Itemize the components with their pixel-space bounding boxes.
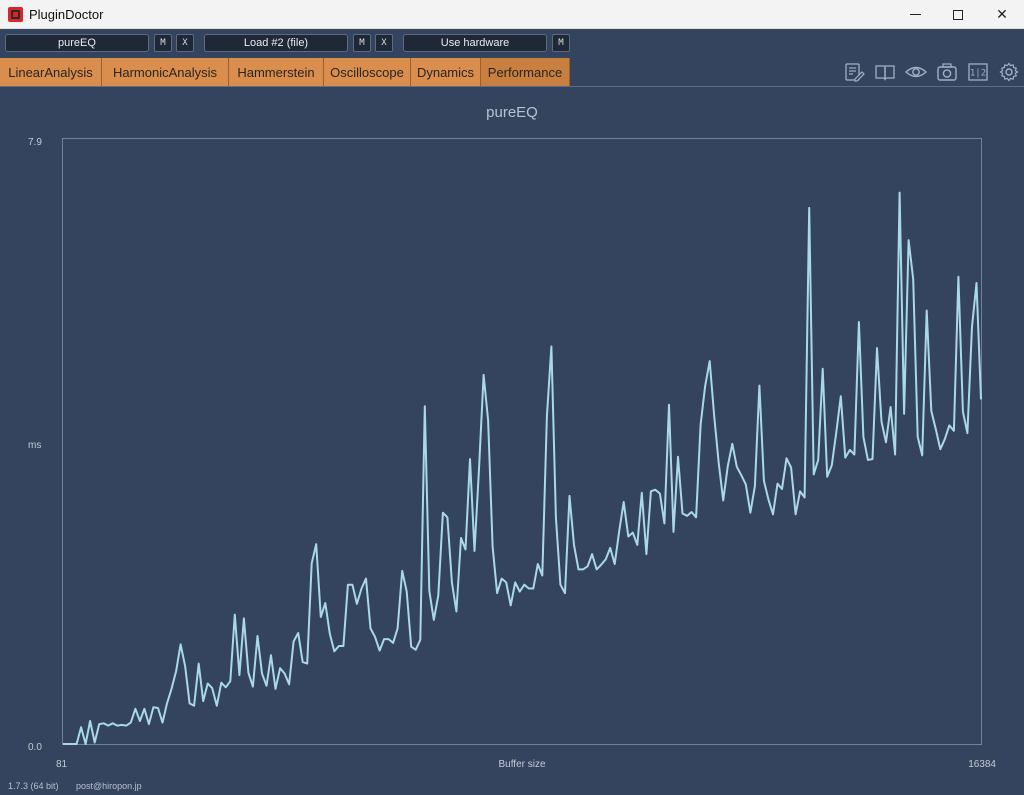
y-axis-max-tick: 7.9 bbox=[28, 137, 42, 148]
minimize-icon bbox=[909, 14, 921, 15]
tab-dynamics[interactable]: Dynamics bbox=[411, 58, 481, 87]
window-title: PluginDoctor bbox=[29, 7, 104, 22]
performance-chart: 7.9 ms 0.0 81 Buffer size 16384 bbox=[28, 137, 996, 770]
camera-icon[interactable] bbox=[936, 62, 958, 82]
book-icon[interactable] bbox=[874, 62, 896, 82]
maximize-icon bbox=[953, 9, 963, 20]
plugindoctor-logo-icon bbox=[8, 7, 23, 22]
author-email: post@hiropon.jp bbox=[76, 781, 142, 791]
tab-linear-analysis[interactable]: LinearAnalysis bbox=[0, 58, 102, 87]
tab-divider bbox=[0, 86, 1024, 87]
notes-edit-icon[interactable] bbox=[843, 62, 865, 82]
plugin-slot-2-selector[interactable]: Load #2 (file) bbox=[204, 34, 348, 52]
close-icon: ✕ bbox=[996, 6, 1008, 22]
close-button[interactable]: ✕ bbox=[979, 0, 1024, 29]
x-axis-label: Buffer size bbox=[498, 759, 545, 770]
tab-hammerstein[interactable]: Hammerstein bbox=[229, 58, 324, 87]
y-axis-min-tick: 0.0 bbox=[28, 742, 42, 753]
settings-gear-icon[interactable] bbox=[998, 62, 1020, 82]
x-axis-min-tick: 81 bbox=[56, 759, 68, 770]
y-axis-label: ms bbox=[28, 440, 41, 451]
slot-1-remove-button[interactable]: X bbox=[176, 34, 194, 52]
plugin-toolbar: pureEQ M X Load #2 (file) M X Use hardwa… bbox=[0, 29, 1024, 57]
tab-oscilloscope[interactable]: Oscilloscope bbox=[324, 58, 411, 87]
plugin-slot-1-selector[interactable]: pureEQ bbox=[5, 34, 149, 52]
title-bar: PluginDoctor ✕ bbox=[0, 0, 1024, 29]
minimize-button[interactable] bbox=[892, 0, 938, 29]
tab-harmonic-analysis[interactable]: HarmonicAnalysis bbox=[102, 58, 229, 87]
x-axis-max-tick: 16384 bbox=[968, 759, 996, 770]
hardware-m-button[interactable]: M bbox=[552, 34, 570, 52]
eye-icon[interactable] bbox=[904, 62, 928, 82]
series-line bbox=[63, 191, 982, 745]
maximize-button[interactable] bbox=[935, 0, 981, 29]
version-label: 1.7.3 (64 bit) bbox=[8, 781, 59, 791]
tab-performance[interactable]: Performance bbox=[481, 58, 570, 87]
split-view-label: 1|2 bbox=[970, 69, 986, 79]
split-view-icon[interactable]: 1|2 bbox=[967, 62, 989, 82]
slot-2-m-button[interactable]: M bbox=[353, 34, 371, 52]
chart-title: pureEQ bbox=[486, 104, 538, 121]
slot-2-remove-button[interactable]: X bbox=[375, 34, 393, 52]
slot-1-m-button[interactable]: M bbox=[154, 34, 172, 52]
plot-area-frame bbox=[62, 138, 982, 745]
hardware-selector[interactable]: Use hardware bbox=[403, 34, 547, 52]
